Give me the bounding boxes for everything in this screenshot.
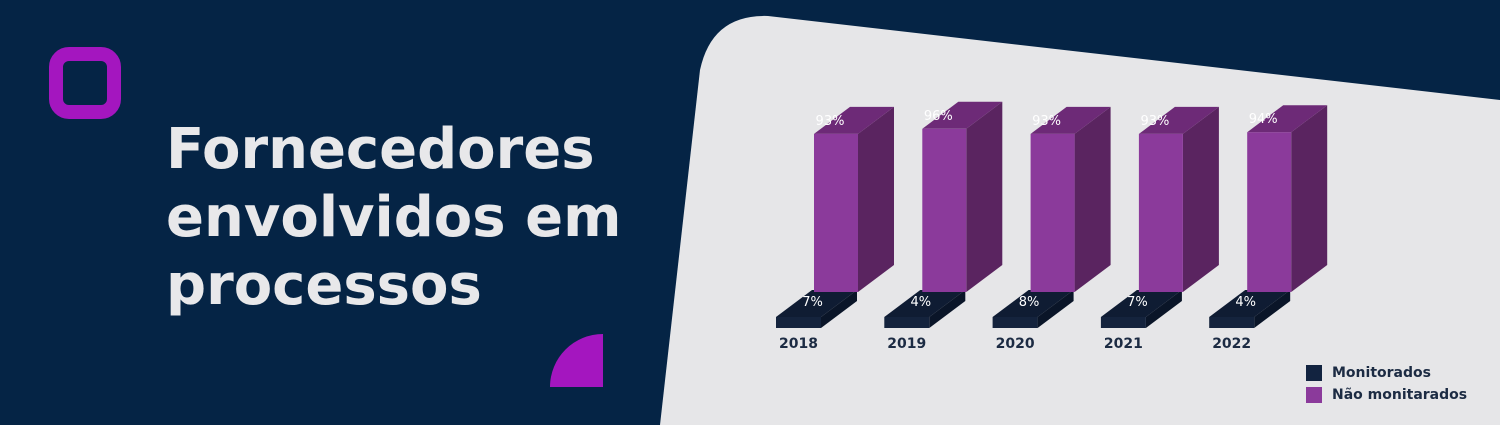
bar-monitorados-front: [1209, 317, 1255, 328]
quarter-circle-decoration: [550, 334, 603, 387]
bar-monitorados-top: [884, 290, 966, 317]
data-label-nao-monitorados: 93%: [1032, 114, 1061, 129]
bar-monitorados-front: [992, 317, 1038, 328]
chart-legend: Monitorados Não monitarados: [1306, 362, 1467, 406]
stacked-bar-chart: 93% 7% 2018 96% 4% 2019 93% 8% 2020 93% 7% 2021 94% 4…: [776, 101, 1328, 352]
bar-nao-monitorados-side: [966, 101, 1003, 292]
x-tick-label: 2019: [887, 336, 926, 352]
data-label-monitorados: 7%: [1127, 295, 1148, 310]
bar-nao-monitorados-front: [1247, 132, 1292, 292]
bar-nao-monitorados-top: [1030, 106, 1111, 134]
bar-nao-monitorados-front: [814, 133, 858, 292]
bar-nao-monitorados-top: [1247, 105, 1328, 133]
title-line: processos: [166, 253, 482, 318]
bar-nao-monitorados-side: [1291, 105, 1328, 292]
bar-monitorados-front: [884, 317, 930, 328]
legend-item-nao-monitarados: Não monitarados: [1306, 384, 1467, 406]
legend-label: Não monitarados: [1332, 387, 1468, 403]
title-line: envolvidos em: [166, 185, 622, 250]
bar-monitorados-front: [776, 317, 821, 328]
bar-monitorados-side: [929, 290, 966, 328]
bar-nao-monitorados-front: [1138, 133, 1183, 292]
data-label-monitorados: 4%: [1235, 295, 1256, 310]
bar-nao-monitorados-top: [814, 106, 894, 134]
bar-monitorados-front: [1100, 317, 1146, 328]
data-label-monitorados: 4%: [910, 295, 931, 310]
bar-nao-monitorados-front: [1030, 133, 1075, 292]
legend-swatch: [1306, 365, 1322, 381]
data-label-nao-monitorados: 94%: [1249, 112, 1278, 127]
data-label-nao-monitorados: 93%: [1140, 114, 1169, 129]
legend-label: Monitorados: [1332, 365, 1431, 381]
bar-monitorados-top: [776, 290, 857, 317]
bar-nao-monitorados-front: [922, 128, 967, 292]
bar-monitorados-top: [1209, 290, 1291, 317]
x-tick-label: 2022: [1212, 336, 1251, 352]
bar-nao-monitorados-top: [1138, 106, 1219, 134]
bar-nao-monitorados-side: [1074, 106, 1111, 293]
x-tick-label: 2020: [996, 336, 1035, 352]
bar-monitorados-side: [821, 290, 857, 328]
x-tick-label: 2021: [1104, 336, 1143, 352]
bar-monitorados-top: [992, 290, 1074, 317]
page-title: Fornecedores envolvidos em processos: [166, 116, 621, 320]
bar-nao-monitorados-top: [922, 101, 1003, 129]
title-line: Fornecedores: [166, 117, 595, 182]
bar-nao-monitorados-side: [858, 106, 894, 293]
bar-monitorados-side: [1254, 290, 1291, 328]
bar-monitorados-side: [1037, 290, 1074, 328]
legend-swatch: [1306, 387, 1322, 403]
data-label-nao-monitorados: 96%: [924, 109, 953, 124]
bar-nao-monitorados-side: [1182, 106, 1219, 293]
logo-square-icon: [49, 47, 121, 119]
x-tick-label: 2018: [779, 336, 818, 352]
data-label-nao-monitorados: 93%: [816, 114, 845, 129]
bar-monitorados-side: [1145, 290, 1182, 328]
data-label-monitorados: 7%: [802, 295, 823, 310]
bar-monitorados-top: [1100, 290, 1182, 317]
data-label-monitorados: 8%: [1019, 295, 1040, 310]
legend-item-monitorados: Monitorados: [1306, 362, 1467, 384]
